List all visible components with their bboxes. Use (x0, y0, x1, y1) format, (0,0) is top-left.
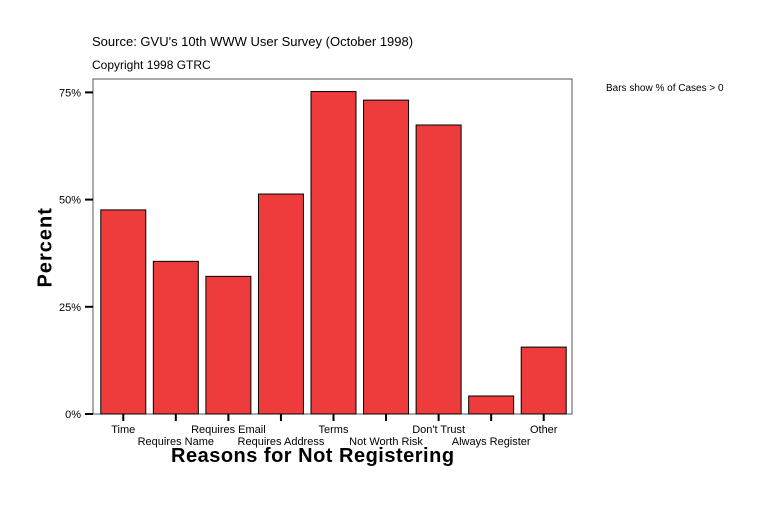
bar (363, 99, 410, 415)
x-tick-label: Other (530, 424, 558, 436)
bar (152, 260, 199, 415)
x-tick-label: Don't Trust (412, 424, 465, 436)
x-tick-label: Terms (319, 424, 349, 436)
bar (310, 91, 357, 415)
y-tick-label: 75% (59, 87, 81, 99)
y-tick-label: 50% (59, 195, 81, 207)
bar (205, 275, 252, 415)
x-tick-label: Always Register (452, 436, 531, 448)
source-text: Source: GVU's 10th WWW User Survey (Octo… (92, 34, 414, 49)
bar (100, 209, 147, 415)
bar (415, 124, 462, 415)
bar (520, 346, 567, 415)
x-tick-label: Requires Email (191, 424, 266, 436)
copyright-text: Copyright 1998 GTRC (92, 58, 211, 72)
bar (468, 395, 515, 415)
x-tick-label: Time (111, 424, 135, 436)
x-axis-title: Reasons for Not Registering (171, 445, 455, 467)
y-tick-label: 25% (59, 302, 81, 314)
x-tick-label: Requires Address (238, 436, 325, 448)
y-tick-label: 0% (65, 409, 81, 421)
x-tick-label: Requires Name (138, 436, 214, 448)
bar (257, 193, 304, 415)
note-text: Bars show % of Cases > 0 (606, 83, 724, 94)
x-tick-label: Not Worth Risk (349, 436, 423, 448)
